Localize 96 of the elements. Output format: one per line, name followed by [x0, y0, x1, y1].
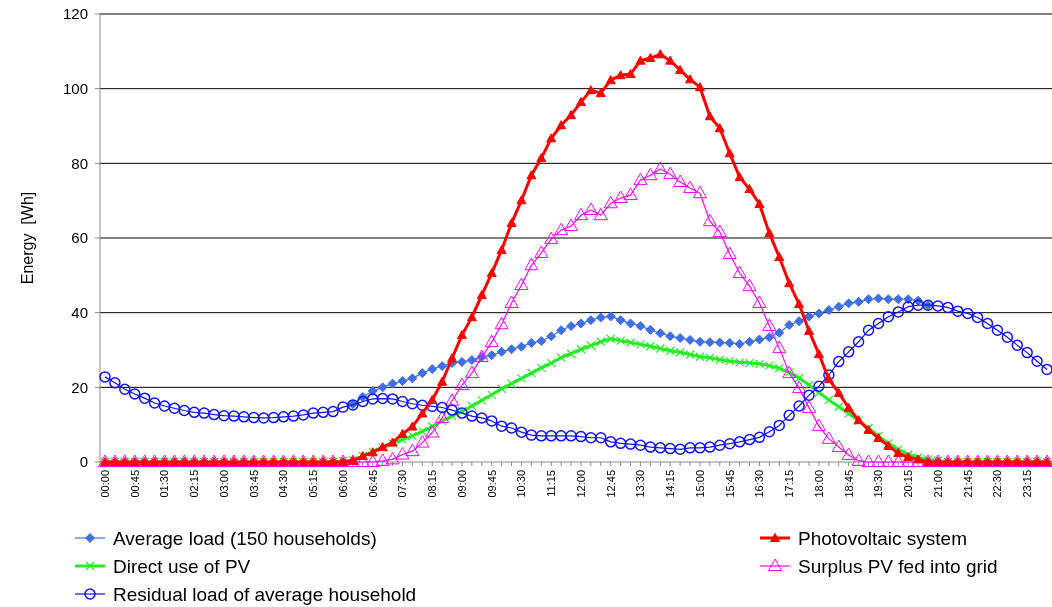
x-tick-label: 00:45: [128, 470, 141, 498]
point: [387, 378, 398, 389]
x-tick-label: 11:15: [545, 470, 558, 497]
x-tick-label: 18:00: [812, 470, 825, 498]
x-tick-label: 16:30: [753, 470, 766, 498]
point: [863, 294, 874, 305]
point: [417, 368, 428, 379]
y-axis-title: Energy [Wh]: [19, 191, 36, 285]
x-tick-label: 02:15: [188, 470, 201, 498]
point: [625, 318, 636, 329]
legend-label: Direct use of PV: [113, 555, 251, 577]
point: [804, 311, 815, 322]
point: [774, 327, 785, 338]
legend-label: Residual load of average household: [113, 583, 417, 605]
point: [685, 334, 696, 345]
x-tick-label: 12:00: [574, 470, 587, 498]
x-tick-label: 19:30: [872, 470, 885, 498]
y-tick-label: 120: [62, 5, 88, 23]
x-tick-label: 08:15: [426, 470, 439, 498]
x-tick-label: 07:30: [396, 470, 409, 498]
point: [506, 344, 517, 355]
point: [764, 332, 775, 343]
x-tick-label: 01:30: [158, 470, 171, 498]
x-tick-label: 13:30: [634, 470, 647, 498]
x-tick-label: 05:15: [307, 470, 320, 498]
x-tick-label: 06:00: [336, 470, 349, 498]
point: [486, 350, 497, 361]
point: [754, 334, 765, 345]
point: [744, 336, 755, 347]
point: [813, 308, 824, 319]
point: [694, 336, 705, 347]
point: [377, 382, 388, 393]
point: [546, 331, 557, 342]
point: [714, 337, 725, 348]
x-tick-label: 15:45: [723, 470, 736, 498]
point: [536, 336, 547, 347]
point: [873, 293, 884, 304]
point: [456, 356, 467, 367]
point: [675, 333, 686, 344]
point: [556, 325, 567, 336]
point: [893, 294, 904, 305]
point: [704, 337, 715, 348]
x-tick-label: 17:15: [783, 470, 796, 498]
legend-label: Surplus PV fed into grid: [798, 555, 998, 577]
x-tick-label: 15:00: [693, 470, 706, 498]
x-tick-label: 06:45: [366, 470, 379, 498]
point: [665, 331, 676, 342]
point: [635, 321, 646, 332]
y-tick-label: 0: [79, 453, 88, 471]
x-tick-label: 04:30: [277, 470, 290, 498]
point: [605, 311, 616, 322]
point: [566, 321, 577, 332]
x-tick-label: 23:15: [1021, 470, 1034, 498]
x-tick-label: 22:30: [991, 470, 1004, 498]
x-tick-label: 10:30: [515, 470, 528, 498]
point: [645, 324, 656, 335]
point: [516, 341, 527, 352]
point: [853, 296, 864, 307]
legend-label: Average load (150 households): [113, 527, 377, 549]
y-tick-label: 80: [71, 154, 88, 172]
x-tick-label: 12:45: [604, 470, 617, 498]
point: [575, 318, 586, 329]
x-tick-label: 21:45: [961, 470, 974, 498]
x-tick-label: 00:00: [99, 470, 111, 498]
x-tick-label: 09:00: [455, 470, 468, 498]
x-tick-label: 20:15: [902, 470, 915, 498]
point: [883, 294, 894, 305]
point: [585, 315, 596, 326]
point: [734, 339, 745, 350]
point: [655, 328, 666, 339]
point: [615, 315, 626, 326]
x-tick-label: 09:45: [485, 470, 498, 498]
point: [526, 337, 537, 348]
point: [724, 337, 735, 348]
x-tick-label: 03:45: [247, 470, 260, 498]
point: [496, 346, 507, 357]
y-tick-label: 40: [71, 303, 88, 321]
y-tick-label: 100: [62, 79, 88, 97]
point: [843, 298, 854, 309]
point: [466, 355, 477, 366]
point: [595, 312, 606, 323]
legend-label: Photovoltaic system: [798, 527, 967, 549]
point: [794, 316, 805, 327]
point: [407, 373, 418, 384]
point: [784, 319, 795, 330]
x-tick-label: 14:15: [664, 470, 677, 498]
x-tick-label: 03:00: [217, 470, 230, 498]
point: [427, 364, 438, 375]
y-tick-label: 60: [71, 229, 88, 247]
point: [833, 301, 844, 312]
x-tick-label: 18:45: [842, 470, 855, 498]
y-tick-label: 20: [71, 378, 88, 396]
point: [437, 361, 448, 372]
point: [823, 305, 834, 316]
point: [397, 375, 408, 386]
x-tick-label: 21:00: [931, 470, 944, 498]
